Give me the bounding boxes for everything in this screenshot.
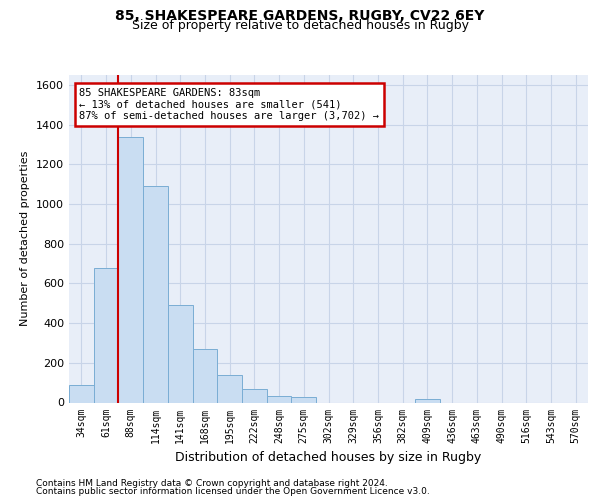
Bar — [69, 384, 94, 402]
Y-axis label: Number of detached properties: Number of detached properties — [20, 151, 31, 326]
Bar — [118, 136, 143, 402]
Bar — [292, 396, 316, 402]
Bar — [267, 396, 292, 402]
Bar — [168, 305, 193, 402]
Bar — [94, 268, 118, 402]
Bar — [193, 349, 217, 403]
Text: 85 SHAKESPEARE GARDENS: 83sqm
← 13% of detached houses are smaller (541)
87% of : 85 SHAKESPEARE GARDENS: 83sqm ← 13% of d… — [79, 88, 379, 122]
Bar — [143, 186, 168, 402]
Text: 85, SHAKESPEARE GARDENS, RUGBY, CV22 6EY: 85, SHAKESPEARE GARDENS, RUGBY, CV22 6EY — [115, 9, 485, 23]
X-axis label: Distribution of detached houses by size in Rugby: Distribution of detached houses by size … — [175, 451, 482, 464]
Bar — [242, 388, 267, 402]
Text: Size of property relative to detached houses in Rugby: Size of property relative to detached ho… — [131, 18, 469, 32]
Bar — [217, 374, 242, 402]
Bar — [415, 398, 440, 402]
Text: Contains HM Land Registry data © Crown copyright and database right 2024.: Contains HM Land Registry data © Crown c… — [36, 478, 388, 488]
Text: Contains public sector information licensed under the Open Government Licence v3: Contains public sector information licen… — [36, 487, 430, 496]
